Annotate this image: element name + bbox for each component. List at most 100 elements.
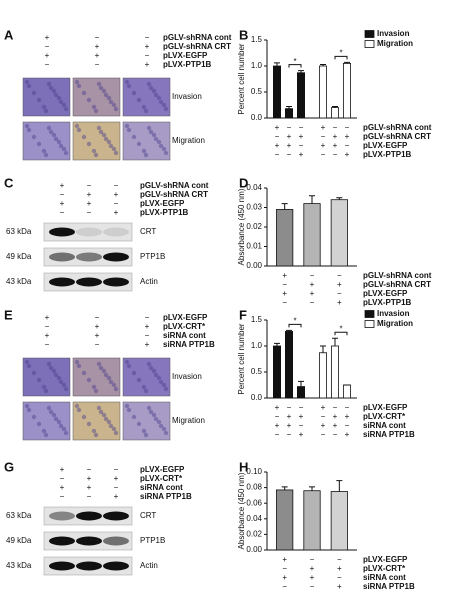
condition-name: siRNA PTP1B bbox=[140, 492, 192, 501]
cell-texture bbox=[146, 361, 152, 367]
y-tick-label: 0.0 bbox=[251, 113, 263, 122]
y-axis-label: Absorbance (450 nm) bbox=[237, 472, 246, 549]
band-size: 63 kDa bbox=[6, 511, 32, 520]
condition-sign: + bbox=[337, 298, 342, 307]
cell-texture bbox=[46, 81, 52, 87]
blot-band bbox=[49, 561, 75, 571]
condition-name: siRNA PTP1B bbox=[363, 582, 415, 591]
y-tick-label: 0.0 bbox=[251, 393, 263, 402]
cell-texture bbox=[51, 412, 57, 418]
error-bar bbox=[298, 380, 304, 387]
condition-sign: − bbox=[145, 51, 150, 60]
y-tick-label: 1.0 bbox=[251, 341, 263, 350]
condition-name: siRNA cont bbox=[363, 573, 406, 582]
condition-sign: − bbox=[114, 483, 119, 492]
cell-texture bbox=[101, 132, 107, 138]
condition-name: pGLV-shRNA cont bbox=[363, 271, 432, 280]
cell-texture bbox=[131, 370, 137, 376]
cell-texture bbox=[161, 382, 167, 388]
blot-band bbox=[49, 536, 75, 546]
micrograph bbox=[22, 401, 71, 441]
condition-sign: − bbox=[321, 430, 326, 439]
cell-texture bbox=[163, 150, 169, 156]
cell-texture bbox=[48, 85, 54, 91]
condition-name: siRNA cont bbox=[140, 483, 183, 492]
cell-texture bbox=[81, 414, 87, 420]
condition-sign: − bbox=[282, 564, 287, 573]
cell-texture bbox=[51, 368, 57, 374]
cell-texture bbox=[124, 79, 130, 85]
condition-sign: + bbox=[95, 331, 100, 340]
condition-sign: + bbox=[299, 430, 304, 439]
cell-texture bbox=[36, 97, 42, 103]
y-tick-label: 0.10 bbox=[246, 467, 262, 476]
bar bbox=[330, 199, 348, 267]
legend-swatch bbox=[364, 310, 375, 318]
condition-sign: − bbox=[95, 33, 100, 42]
condition-sign: − bbox=[114, 199, 119, 208]
panel-letter: D bbox=[239, 175, 248, 190]
cell-texture bbox=[113, 386, 119, 392]
micrograph bbox=[122, 77, 171, 117]
condition-sign: − bbox=[95, 60, 100, 69]
condition-sign: + bbox=[45, 33, 50, 42]
cell-texture bbox=[106, 139, 112, 145]
bar bbox=[276, 209, 294, 267]
cell-texture bbox=[146, 81, 152, 87]
blot-band bbox=[49, 511, 75, 521]
y-tick-label: 0.00 bbox=[246, 261, 262, 270]
cell-texture bbox=[108, 423, 114, 429]
cell-texture bbox=[61, 146, 67, 152]
band-size: 43 kDa bbox=[6, 277, 32, 286]
panel-letter: F bbox=[239, 307, 247, 322]
condition-sign: + bbox=[95, 42, 100, 51]
micrograph-row-label: Invasion bbox=[172, 92, 202, 101]
y-tick-label: 1.5 bbox=[251, 315, 263, 324]
cell-texture bbox=[61, 382, 67, 388]
bar bbox=[296, 386, 305, 399]
condition-sign: − bbox=[333, 430, 338, 439]
condition-name: pGLV-shRNA cont bbox=[140, 181, 209, 190]
micrograph-row-label: Migration bbox=[172, 136, 205, 145]
error-bar bbox=[286, 329, 292, 332]
blot-band bbox=[76, 511, 102, 521]
condition-sign: − bbox=[282, 280, 287, 289]
cell-texture bbox=[58, 423, 64, 429]
condition-name: pLVX-EGFP bbox=[163, 313, 208, 322]
micrograph bbox=[72, 77, 121, 117]
y-tick-label: 0.5 bbox=[251, 367, 263, 376]
condition-sign: − bbox=[287, 403, 292, 412]
condition-sign: + bbox=[87, 199, 92, 208]
error-bar bbox=[320, 63, 326, 66]
cell-texture bbox=[106, 419, 112, 425]
condition-sign: − bbox=[95, 313, 100, 322]
y-tick-label: 0.08 bbox=[246, 483, 262, 492]
cell-texture bbox=[136, 141, 142, 147]
cell-texture bbox=[124, 359, 130, 365]
cell-texture bbox=[141, 384, 147, 390]
cell-texture bbox=[53, 372, 59, 378]
y-tick-label: 0.04 bbox=[246, 183, 262, 192]
cell-texture bbox=[53, 416, 59, 422]
condition-sign: + bbox=[310, 564, 315, 573]
condition-sign: − bbox=[310, 555, 315, 564]
condition-sign: − bbox=[321, 412, 326, 421]
bar bbox=[330, 345, 339, 399]
y-tick-label: 1.0 bbox=[251, 61, 263, 70]
significance-bracket bbox=[288, 323, 302, 328]
cell-texture bbox=[151, 88, 157, 94]
condition-sign: + bbox=[299, 412, 304, 421]
bar bbox=[296, 72, 305, 119]
cell-texture bbox=[58, 143, 64, 149]
cell-texture bbox=[61, 102, 67, 108]
cell-texture bbox=[24, 123, 30, 129]
cell-texture bbox=[56, 375, 62, 381]
cell-texture bbox=[41, 148, 47, 154]
cell-texture bbox=[86, 97, 92, 103]
cell-texture bbox=[156, 419, 162, 425]
cell-texture bbox=[108, 379, 114, 385]
blot-band bbox=[103, 561, 129, 571]
cell-texture bbox=[143, 152, 149, 158]
legend-swatch bbox=[364, 320, 375, 328]
